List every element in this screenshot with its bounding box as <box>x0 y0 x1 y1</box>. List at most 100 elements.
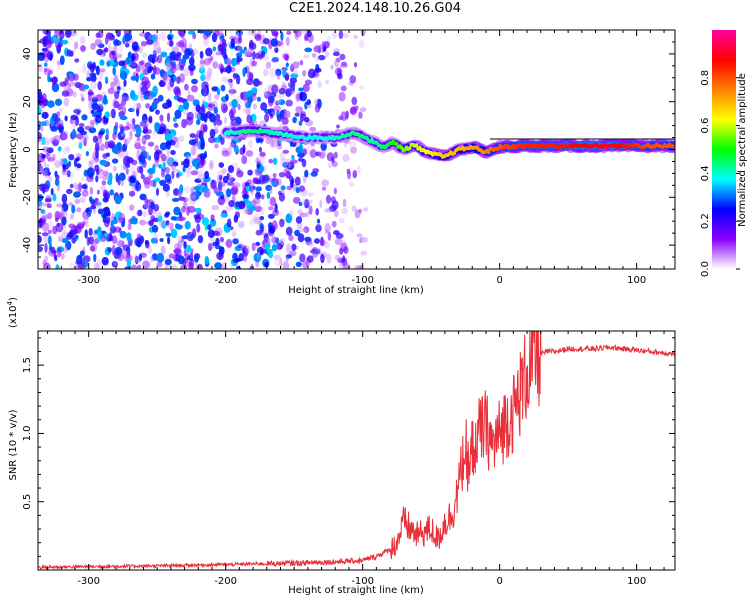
heatmap-cell <box>250 186 255 196</box>
heatmap-cell <box>161 73 170 83</box>
heatmap-cell <box>274 259 282 267</box>
heatmap-cell <box>102 189 108 198</box>
heatmap-cell <box>175 172 180 179</box>
heatmap-cell <box>76 157 80 162</box>
heatmap-cell <box>102 153 108 159</box>
heatmap-cell <box>325 79 329 85</box>
heatmap-cell <box>338 30 344 40</box>
heatmap-cell <box>69 171 74 179</box>
heatmap-cell <box>273 254 281 260</box>
heatmap-cell <box>275 68 282 77</box>
heatmap-cell <box>302 260 308 269</box>
heatmap-cell <box>285 62 289 68</box>
heatmap-cell <box>124 42 130 48</box>
heatmap-cell <box>154 32 161 41</box>
heatmap-cell <box>83 84 90 90</box>
heatmap-cell <box>190 49 195 59</box>
heatmap-cell <box>142 159 147 168</box>
heatmap-cell <box>234 116 242 127</box>
heatmap-cell <box>85 151 89 157</box>
heatmap-cell <box>291 243 297 251</box>
heatmap-cell <box>307 255 314 263</box>
heatmap-cell <box>204 221 208 231</box>
spectrogram-x-ticks: -300 -200 -100 0 100 <box>47 30 665 286</box>
heatmap-cell <box>299 91 307 102</box>
heatmap-cell <box>280 185 286 191</box>
heatmap-cell <box>138 236 144 245</box>
heatmap-cell <box>256 247 264 255</box>
heatmap-cell <box>266 191 271 200</box>
heatmap-cell <box>209 113 216 123</box>
heatmap-cell <box>222 241 227 246</box>
heatmap-cell <box>268 108 276 117</box>
heatmap-cell <box>302 83 310 93</box>
heatmap-cell <box>221 150 230 157</box>
heatmap-cell <box>299 253 306 263</box>
heatmap-cell <box>128 134 133 142</box>
snr-series-line <box>38 331 675 570</box>
heatmap-cell <box>342 198 347 208</box>
heatmap-cell <box>81 176 85 182</box>
heatmap-cell <box>118 217 125 224</box>
heatmap-cell <box>87 159 95 165</box>
heatmap-cell <box>359 107 367 112</box>
heatmap-cell <box>93 253 97 263</box>
heatmap-cell <box>334 237 343 246</box>
heatmap-cell <box>331 200 339 210</box>
heatmap-cell <box>271 220 278 230</box>
heatmap-cell <box>302 197 307 207</box>
heatmap-cell <box>113 39 120 46</box>
snr-panel: -300 -200 -100 0 100 0.5 1.0 1.5 Height of str… <box>6 297 676 596</box>
heatmap-cell <box>167 157 175 166</box>
heatmap-cell <box>252 103 257 110</box>
spectrogram-y-axis-label: Frequency (Hz) <box>8 112 19 188</box>
heatmap-cell <box>228 86 234 97</box>
ridge-cell <box>486 150 491 155</box>
heatmap-cell <box>183 249 187 257</box>
heatmap-cell <box>203 86 208 97</box>
heatmap-cell <box>325 51 330 58</box>
heatmap-cell <box>76 254 83 265</box>
heatmap-cell <box>101 256 109 266</box>
heatmap-cell <box>189 57 195 66</box>
heatmap-cell <box>281 117 289 125</box>
heatmap-cell <box>280 31 284 41</box>
heatmap-cell <box>106 60 111 67</box>
heatmap-cell <box>251 242 256 251</box>
heatmap-cell <box>358 111 363 119</box>
heatmap-cell <box>179 30 185 39</box>
heatmap-cell <box>264 113 270 123</box>
heatmap-cell <box>173 248 181 254</box>
heatmap-cell <box>324 228 329 235</box>
heatmap-cell <box>280 157 289 167</box>
heatmap-cell <box>321 179 329 187</box>
heatmap-cell <box>95 149 99 159</box>
heatmap-cell <box>100 143 105 152</box>
heatmap-cell <box>217 43 223 52</box>
x-tick-label: 100 <box>627 576 646 587</box>
heatmap-cell <box>141 76 150 86</box>
heatmap-cell <box>218 162 225 168</box>
heatmap-cell <box>105 57 112 62</box>
heatmap-cell <box>170 51 177 61</box>
heatmap-cell <box>127 107 135 113</box>
heatmap-cell <box>194 254 199 263</box>
spectrogram-y-ticks: -40 -20 0 20 40 <box>22 29 675 270</box>
heatmap-cell <box>68 154 75 161</box>
heatmap-cell <box>40 202 49 207</box>
heatmap-cell <box>159 142 168 151</box>
heatmap-cell <box>227 78 233 83</box>
heatmap-cell <box>242 210 250 215</box>
heatmap-cell <box>77 223 85 230</box>
heatmap-cell <box>237 220 245 228</box>
heatmap-cell <box>63 97 70 107</box>
heatmap-cell <box>145 103 151 109</box>
x-tick-label: -300 <box>77 275 100 286</box>
heatmap-cell <box>333 61 337 66</box>
heatmap-cell <box>179 184 184 194</box>
snr-x-axis-label: Height of straight line (km) <box>288 585 424 596</box>
heatmap-cell <box>172 117 177 122</box>
heatmap-cell <box>50 188 54 196</box>
heatmap-cell <box>60 207 64 216</box>
heatmap-cell <box>200 155 205 165</box>
